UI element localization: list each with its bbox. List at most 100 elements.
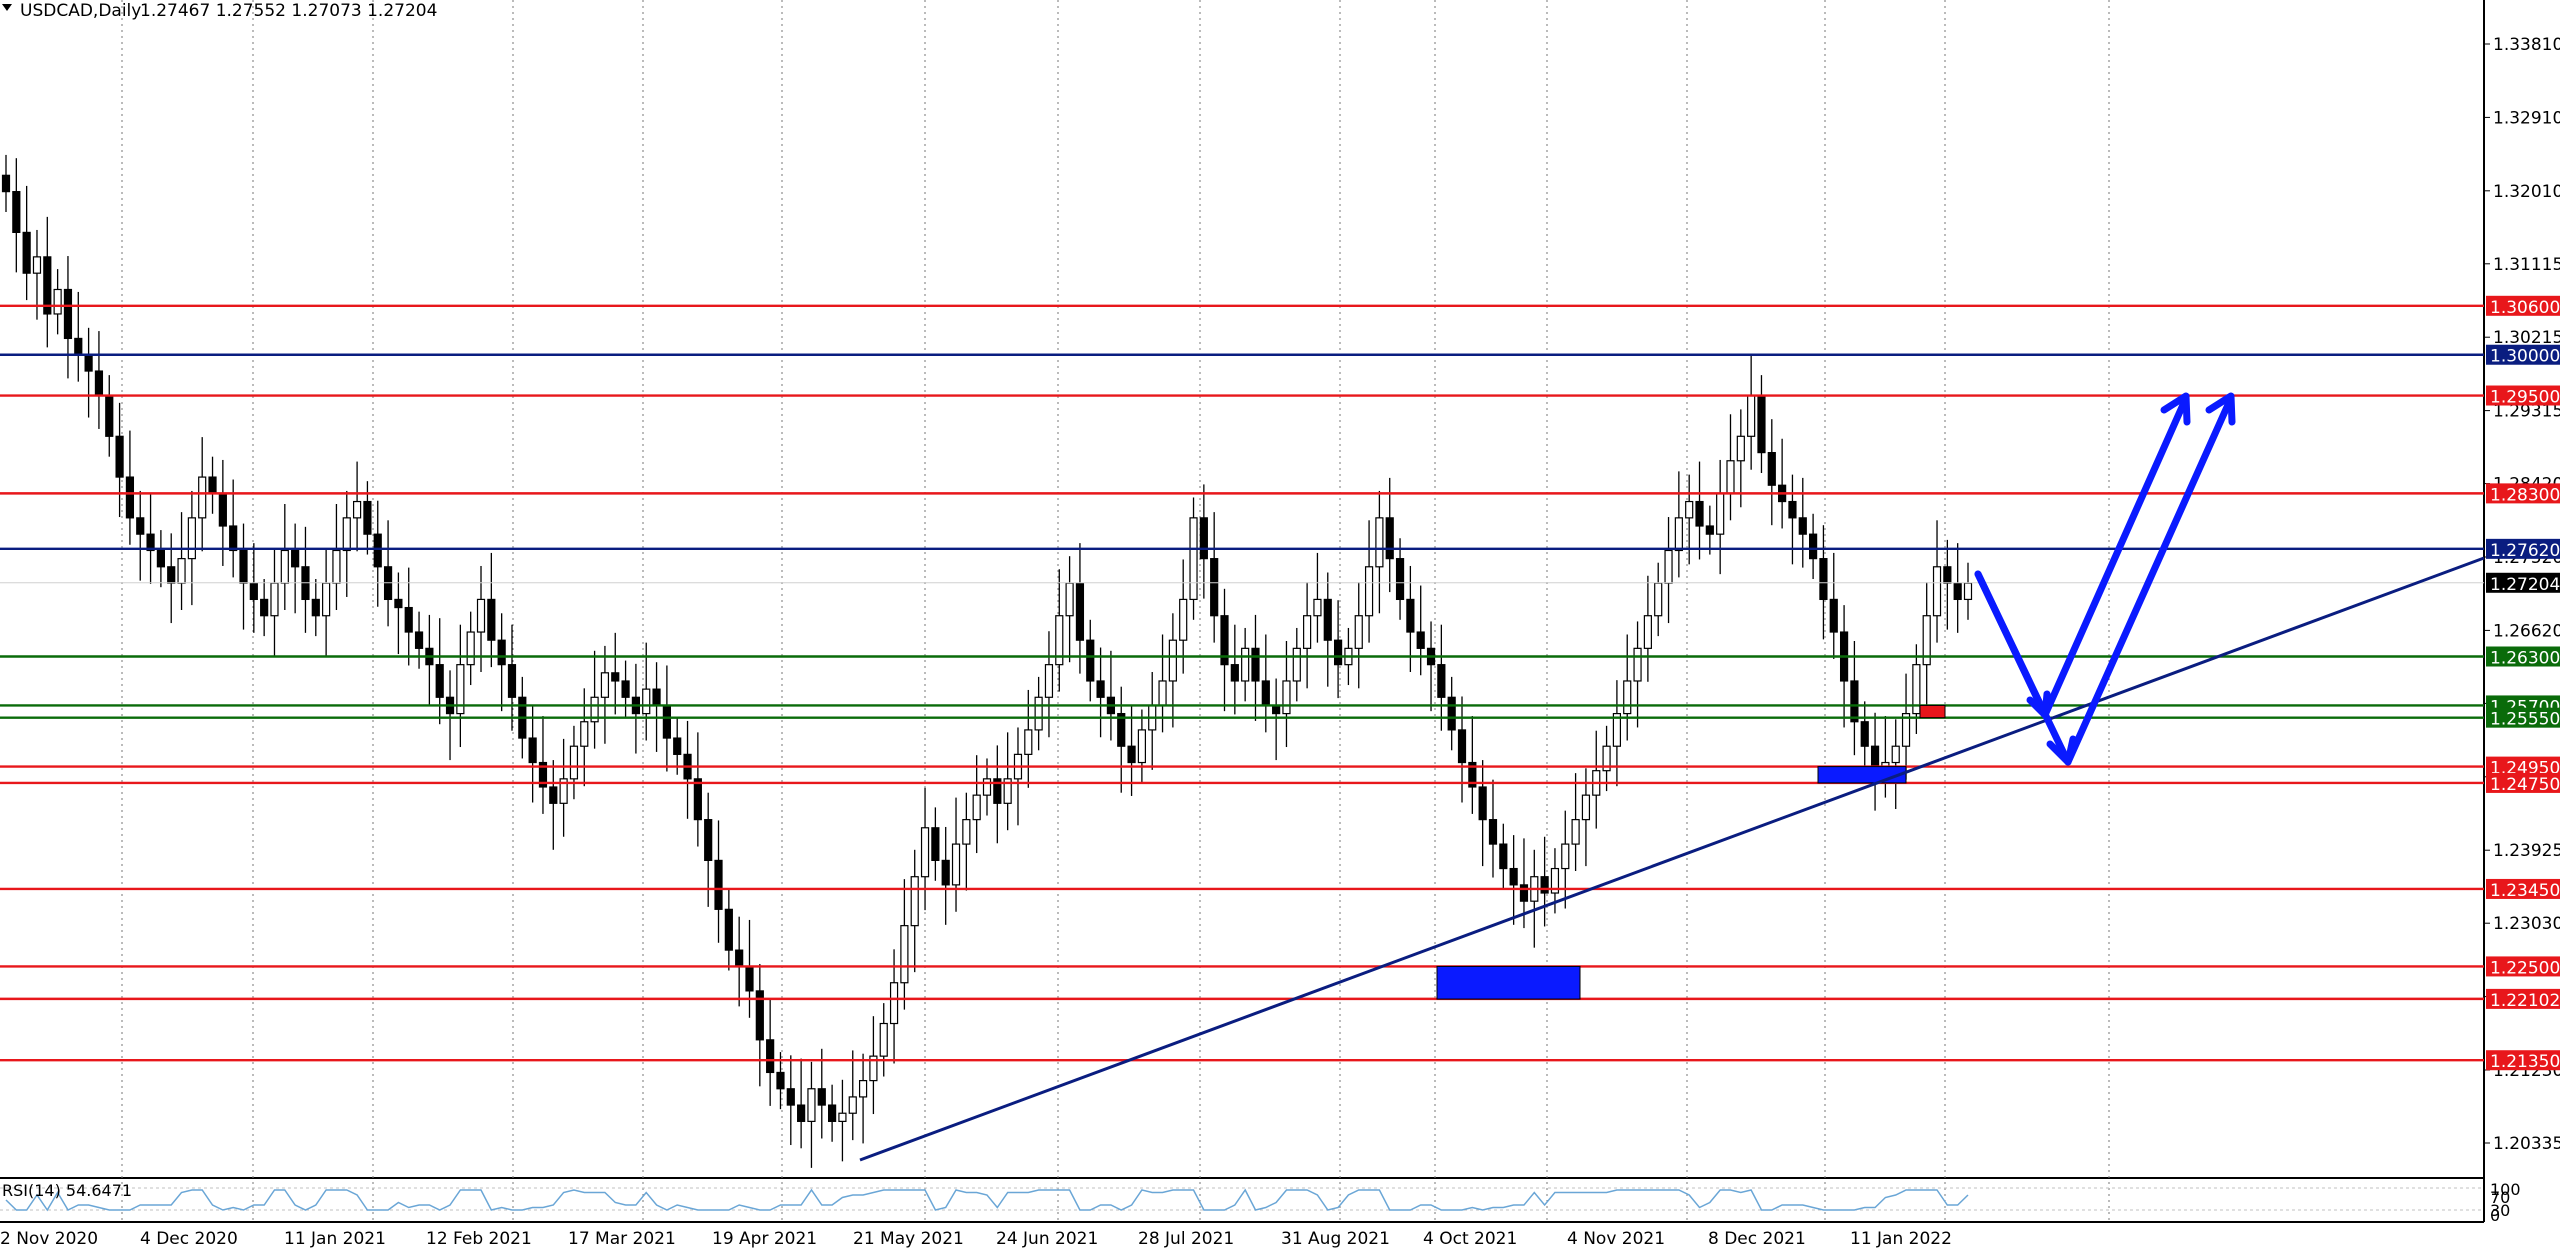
candle-body <box>497 639 506 666</box>
arrowhead-up-1 <box>2160 392 2191 426</box>
candle-body <box>322 582 331 617</box>
candle-body <box>528 737 537 764</box>
candle-body <box>1230 664 1239 682</box>
candle-body <box>1375 517 1384 568</box>
rsi-axis-0: 0 <box>2490 1206 2500 1225</box>
candle-body <box>1468 761 1477 788</box>
candle-body <box>1705 525 1714 535</box>
date-label: 11 Jan 2021 <box>284 1229 386 1248</box>
candle-body <box>332 549 341 584</box>
candle-body <box>1571 819 1580 845</box>
candle-body <box>1065 582 1074 617</box>
rsi-label: RSI(14) 54.6471 <box>2 1181 132 1200</box>
candle-body <box>776 1071 785 1090</box>
candle-body <box>621 680 630 698</box>
candle-body <box>1241 647 1250 682</box>
projection-arrows <box>1974 392 2236 766</box>
zone-box[interactable] <box>1817 766 1907 784</box>
zone-box[interactable] <box>1919 704 1946 719</box>
candle-body <box>1189 517 1198 601</box>
level-tag-label: 1.23450 <box>2490 881 2560 901</box>
candle-body <box>817 1088 826 1106</box>
triangle-down-icon[interactable] <box>2 4 12 11</box>
candle-body <box>704 819 713 862</box>
candle-body <box>569 745 579 780</box>
candle-body <box>1550 867 1560 894</box>
zones <box>1436 704 1946 1000</box>
candle-body <box>1044 664 1054 698</box>
date-label: 4 Oct 2021 <box>1423 1229 1517 1248</box>
candle-body <box>229 525 238 552</box>
candle-body <box>673 737 682 755</box>
price-tick-label: 1.30215 <box>2493 328 2560 348</box>
candle-body <box>115 435 124 478</box>
candle-body <box>404 606 413 633</box>
date-label: 12 Feb 2021 <box>426 1229 532 1248</box>
candle-body <box>352 500 362 519</box>
level-tag <box>2486 878 2560 899</box>
price-tick-label: 1.32010 <box>2493 182 2560 202</box>
candle-body <box>1437 664 1446 698</box>
price-tick-label: 1.20335 <box>2493 1134 2560 1154</box>
candle-body <box>239 549 248 584</box>
candle-body <box>53 288 62 315</box>
level-tag <box>2486 956 2560 977</box>
rsi-panel[interactable]: RSI(14) 54.6471 100 70 30 0 <box>0 1180 2521 1225</box>
candle-body <box>249 582 258 601</box>
date-label: 8 Dec 2021 <box>1708 1229 1806 1248</box>
candle-body <box>642 688 651 715</box>
candle-body <box>1251 647 1260 682</box>
candle-body <box>1333 639 1343 666</box>
date-label: 4 Nov 2021 <box>1567 1229 1665 1248</box>
zone-box[interactable] <box>1436 965 1581 1000</box>
date-label: 4 Dec 2020 <box>140 1229 238 1248</box>
price-tick-label: 1.29315 <box>2493 402 2560 422</box>
candle-body <box>105 394 114 437</box>
rsi-axis-100: 100 <box>2490 1180 2521 1199</box>
arrowhead-down-1 <box>2026 690 2051 719</box>
trendline[interactable] <box>859 556 2485 1162</box>
level-tag <box>2486 385 2560 406</box>
candle-body <box>1313 598 1322 617</box>
main-plot-area[interactable] <box>0 0 2484 1178</box>
candle-body <box>177 558 186 584</box>
symbol-label: USDCAD,Daily <box>20 1 141 21</box>
date-label: 11 Jan 2022 <box>1850 1229 1952 1248</box>
level-tag <box>2486 707 2560 728</box>
candle-body <box>1220 615 1229 666</box>
candle-body <box>1788 500 1797 519</box>
candle-body <box>1096 680 1105 698</box>
candle-body <box>125 476 135 519</box>
candle-body <box>1395 558 1405 601</box>
candle-body <box>167 566 176 584</box>
candle-body <box>1932 566 1942 617</box>
candle-body <box>208 476 217 494</box>
candle-body <box>1210 558 1219 617</box>
price-tick-label: 1.26620 <box>2493 621 2560 641</box>
candle-body <box>32 256 42 274</box>
candle-body <box>187 517 196 560</box>
candle-body <box>724 908 733 951</box>
candle-body <box>291 549 300 568</box>
candle-body <box>487 598 496 641</box>
level-tag-label: 1.22500 <box>2490 958 2560 978</box>
candle-body <box>1798 517 1807 535</box>
candle-body <box>84 354 93 372</box>
candle-body <box>1540 876 1549 894</box>
current-price-label: 1.27204 <box>2490 575 2560 595</box>
candle-body <box>507 664 517 698</box>
candle-body <box>456 664 465 715</box>
rsi-line <box>5 1188 1969 1212</box>
candle-body <box>786 1088 795 1106</box>
candle-body <box>1736 435 1745 462</box>
date-label: 31 Aug 2021 <box>1281 1229 1390 1248</box>
candle-body <box>538 761 548 788</box>
candle-body <box>270 582 279 617</box>
candle-body <box>1323 598 1332 641</box>
candle-body <box>1034 696 1043 731</box>
candle-body <box>590 696 599 723</box>
candle-body <box>466 631 475 666</box>
candle-body <box>342 517 351 552</box>
candle-body <box>1716 492 1725 535</box>
